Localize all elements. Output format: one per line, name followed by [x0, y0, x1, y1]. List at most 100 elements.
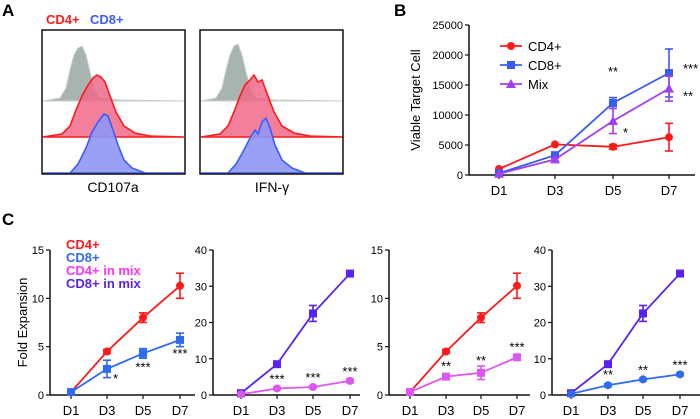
y-tick-label: 15 [371, 245, 383, 257]
data-point [477, 313, 485, 322]
series-line [570, 373, 681, 395]
y-tick-label: 0 [457, 170, 463, 182]
x-tick-label: D1 [63, 403, 80, 418]
x-tick-label: D1 [563, 403, 580, 418]
chart-c1: 0 5 10 15 D1 D3 D5 D7 Fold Expansion CD4+CD8+CD4+… [15, 237, 195, 418]
data-point [273, 360, 281, 369]
y-tick-label: 40 [534, 245, 546, 257]
series-cd8-in-mix [237, 269, 354, 398]
y-axis-label: Fold Expansion [15, 278, 30, 368]
histogram-ifn-gamma: IFN-γ [199, 29, 344, 195]
legend-label: CD4+ in mix [66, 263, 142, 278]
y-tick-label: 10 [371, 293, 383, 305]
panel-label-a: A [2, 1, 14, 20]
histogram-cd4-trace [42, 74, 185, 138]
data-point [273, 384, 281, 393]
y-tick-label: 10 [534, 354, 546, 366]
significance-marker: * [113, 371, 118, 386]
y-tick-label: 0 [201, 390, 207, 402]
series-line [498, 72, 670, 175]
significance-marker: *** [269, 371, 284, 386]
histogram-frame [199, 29, 344, 175]
panel-label-c: C [2, 210, 14, 229]
x-tick-label: D1 [402, 403, 419, 418]
data-point [513, 353, 521, 362]
y-tick-label: 20000 [432, 50, 463, 62]
legend-label: CD8+ [66, 250, 100, 265]
y-tick-label: 20 [534, 318, 546, 330]
y-axis-label: Viable Target Cell [408, 49, 423, 151]
panel-label-b: B [394, 1, 406, 20]
significance-marker: *** [135, 359, 150, 374]
histogram-cd4-trace [200, 73, 344, 138]
y-tick-label: 0 [38, 390, 44, 402]
data-point [551, 140, 559, 149]
x-tick-label: D3 [547, 183, 564, 198]
y-tick-label: 15000 [432, 80, 463, 92]
data-point [103, 364, 111, 373]
legend-label: Mix [528, 77, 549, 92]
x-tick-label: D7 [661, 183, 678, 198]
data-point [608, 116, 618, 125]
series-cd4-in-mix [406, 353, 521, 397]
series-cd8- [67, 332, 184, 397]
histogram-control-trace [42, 45, 185, 102]
data-point [477, 368, 485, 377]
chart-c2: 0 10 20 30 40 D1 D3 D5 D7 *** *** *** [195, 245, 360, 418]
significance-marker: ** [683, 89, 693, 104]
legend-item: Mix [500, 77, 549, 92]
significance-marker: *** [342, 364, 357, 379]
series-line [70, 339, 181, 393]
data-point [494, 168, 504, 178]
x-tick-label: D7 [509, 403, 526, 418]
significance-marker: *** [672, 357, 687, 372]
panel-a-legend-cd8: CD8+ [90, 12, 124, 27]
data-point [139, 349, 147, 358]
data-point [609, 99, 617, 107]
data-point [309, 383, 317, 392]
data-point [676, 269, 684, 278]
x-tick-label: D1 [233, 403, 250, 418]
histogram-frame [41, 29, 186, 175]
series-line [240, 379, 351, 396]
y-tick-label: 5000 [439, 140, 463, 152]
significance-marker: ** [441, 359, 451, 374]
data-point [567, 389, 575, 398]
series-cd8- [495, 48, 673, 178]
y-tick-label: 10 [195, 354, 207, 366]
data-point [67, 388, 75, 397]
histogram-xlabel: CD107a [87, 179, 139, 195]
data-point [346, 269, 354, 278]
significance-marker: *** [172, 346, 187, 361]
data-point [550, 154, 560, 164]
series-cd4- [495, 122, 673, 173]
legend-label: CD8+ [528, 58, 562, 73]
x-tick-label: D5 [635, 403, 652, 418]
histogram-control-trace [200, 43, 344, 102]
x-tick-label: D3 [99, 403, 116, 418]
legend-label: CD8+ in mix [66, 276, 142, 291]
y-tick-label: 15 [32, 245, 44, 257]
histogram-xlabel: IFN-γ [255, 179, 289, 195]
series-cd4- [406, 272, 521, 397]
y-tick-label: 20 [195, 318, 207, 330]
data-point [176, 335, 184, 344]
x-tick-label: D5 [135, 403, 152, 418]
histogram-cd107a: CD107a [41, 29, 186, 195]
histogram-cd8-trace [201, 116, 343, 174]
significance-marker: *** [305, 370, 320, 385]
data-point [442, 372, 450, 381]
data-point [664, 83, 674, 93]
y-tick-label: 0 [540, 390, 546, 402]
legend-marker [507, 42, 515, 50]
data-point [609, 142, 617, 151]
series-line [409, 356, 518, 393]
data-point [639, 375, 647, 384]
significance-marker: *** [509, 339, 524, 354]
data-point [604, 360, 612, 369]
data-point [442, 347, 450, 356]
x-tick-label: D3 [269, 403, 286, 418]
